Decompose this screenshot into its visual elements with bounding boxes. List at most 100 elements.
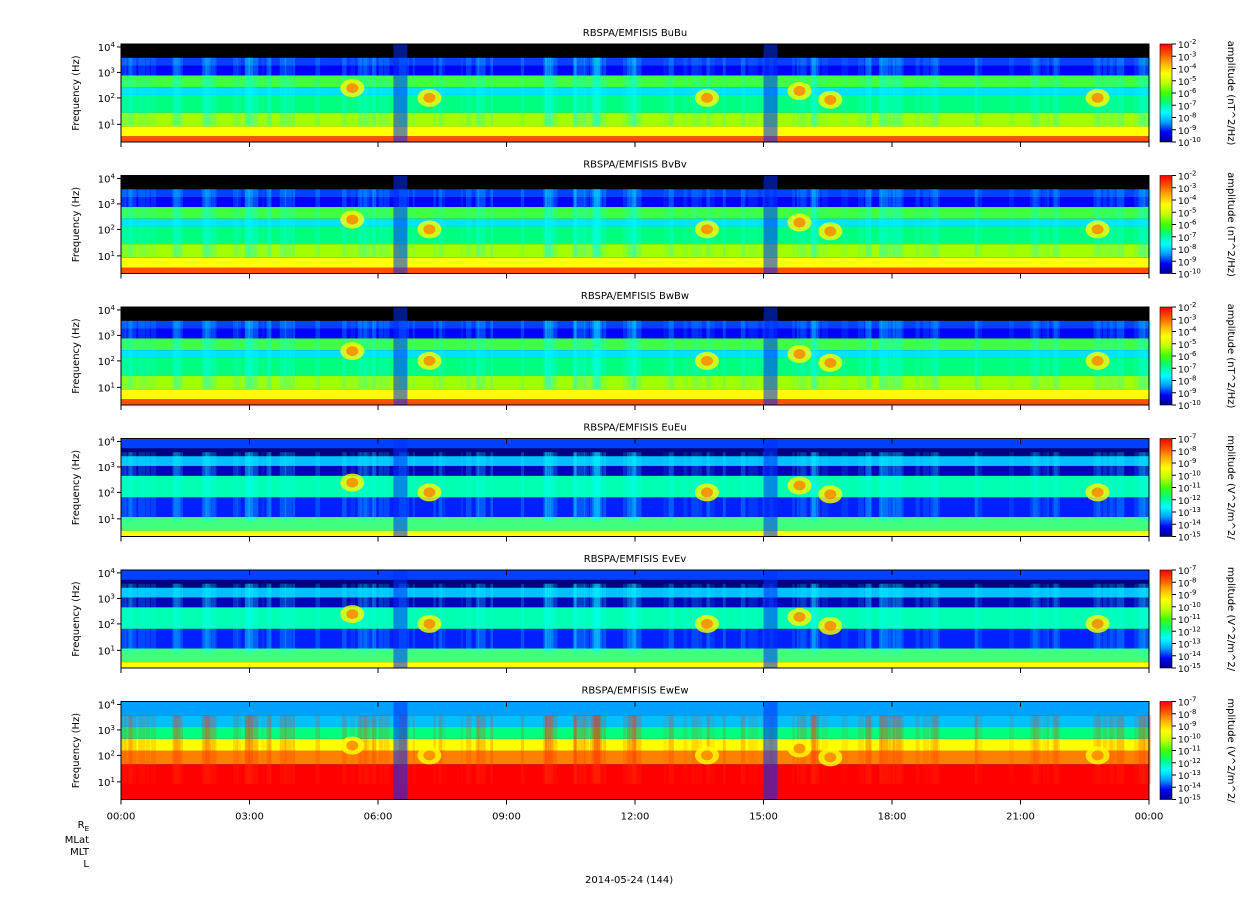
colorbar-label: mplitude (V^2/m^2/ xyxy=(1225,698,1236,803)
colorbar-tick-label: 10-8 xyxy=(1178,112,1196,125)
x-tick-label: 00:00 xyxy=(1135,812,1164,823)
y-tick-label: 101 xyxy=(98,381,115,394)
colorbar-label: mplitude (V^2/m^2/ xyxy=(1225,435,1236,540)
colorbar-tick-label: 10-9 xyxy=(1178,589,1196,602)
colorbar-tick-label: 10-3 xyxy=(1178,182,1196,195)
colorbar-tick-label: 10-12 xyxy=(1178,757,1201,770)
y-tick-label: 101 xyxy=(98,776,115,789)
colorbar-tick-label: 10-7 xyxy=(1178,433,1196,446)
y-tick-label: 102 xyxy=(98,223,115,236)
y-tick-label: 103 xyxy=(98,592,115,605)
colorbar-tick-label: 10-15 xyxy=(1178,531,1201,544)
colorbar-tick-label: 10-12 xyxy=(1178,494,1201,507)
y-tick-label: 101 xyxy=(98,644,115,657)
panel-3: RBSPA/EMFISIS BwBw 101 102 103 104 Frequency … xyxy=(71,291,1236,412)
colorbar-tick-label: 10-13 xyxy=(1178,506,1201,519)
colorbar-tick-label: 10-2 xyxy=(1178,301,1196,314)
y-tick-label: 103 xyxy=(98,724,115,737)
x-tick-label: 12:00 xyxy=(621,812,650,823)
colorbar-tick-label: 10-14 xyxy=(1178,781,1201,794)
colorbar-tick-label: 10-13 xyxy=(1178,638,1201,651)
panel-title: RBSPA/EMFISIS BuBu xyxy=(583,28,687,39)
panel-title: RBSPA/EMFISIS EvEv xyxy=(584,554,687,565)
colorbar-tick-label: 10-11 xyxy=(1178,745,1201,758)
colorbar xyxy=(1159,306,1173,406)
colorbar-tick-label: 10-13 xyxy=(1178,769,1201,782)
y-tick-label: 101 xyxy=(98,250,115,263)
colorbar-tick-label: 10-5 xyxy=(1178,206,1196,219)
colorbar-tick-label: 10-11 xyxy=(1178,482,1201,495)
colorbar-tick-label: 10-10 xyxy=(1178,136,1201,149)
y-tick-label: 103 xyxy=(98,461,115,474)
colorbar-tick-label: 10-9 xyxy=(1178,124,1196,137)
colorbar-tick-label: 10-9 xyxy=(1178,387,1196,400)
colorbar-tick-label: 10-7 xyxy=(1178,696,1196,709)
row-label-mlt: MLT xyxy=(70,847,89,858)
colorbar-tick-label: 10-2 xyxy=(1178,38,1196,51)
y-tick-label: 101 xyxy=(98,513,115,526)
colorbar-tick-label: 10-9 xyxy=(1178,457,1196,470)
colorbar-tick-label: 10-7 xyxy=(1178,231,1196,244)
colorbar-tick-label: 10-8 xyxy=(1178,445,1196,458)
colorbar-label: amplitude (nT^2/Hz) xyxy=(1225,172,1236,277)
colorbar-tick-label: 10-11 xyxy=(1178,613,1201,626)
colorbar-tick-label: 10-3 xyxy=(1178,313,1196,326)
colorbar-tick-label: 10-14 xyxy=(1178,650,1201,663)
colorbar-tick-label: 10-14 xyxy=(1178,518,1201,531)
x-tick-label: 15:00 xyxy=(749,812,778,823)
y-axis-label: Frequency (Hz) xyxy=(71,318,82,394)
x-tick-label: 00:00 xyxy=(107,812,136,823)
row-label-l: L xyxy=(83,859,89,870)
colorbar-tick-label: 10-9 xyxy=(1178,720,1196,733)
y-tick-label: 103 xyxy=(98,66,115,79)
y-tick-label: 102 xyxy=(98,486,115,499)
colorbar-tick-label: 10-4 xyxy=(1178,194,1197,207)
x-tick-label: 06:00 xyxy=(364,812,393,823)
y-tick-label: 102 xyxy=(98,355,115,368)
y-axis-label: Frequency (Hz) xyxy=(71,187,82,263)
y-axis-label: Frequency (Hz) xyxy=(71,581,82,657)
colorbar xyxy=(1159,569,1173,669)
colorbar-tick-label: 10-15 xyxy=(1178,794,1201,807)
x-axis-row-labels: RE MLat MLT L xyxy=(65,820,89,871)
colorbar xyxy=(1159,701,1173,800)
colorbar-tick-label: 10-9 xyxy=(1178,255,1196,268)
colorbar-tick-label: 10-6 xyxy=(1178,87,1197,100)
y-tick-label: 104 xyxy=(98,698,116,711)
colorbar-tick-label: 10-10 xyxy=(1178,601,1201,614)
row-label-re: RE xyxy=(77,820,89,833)
y-tick-label: 104 xyxy=(98,172,116,185)
colorbar-label: mplitude (V^2/m^2/ xyxy=(1225,567,1236,672)
colorbar-tick-label: 10-12 xyxy=(1178,625,1201,638)
colorbar-tick-label: 10-6 xyxy=(1178,350,1197,363)
colorbar xyxy=(1159,43,1173,143)
panel-6: RBSPA/EMFISIS EwEw 101 102 103 104 Frequency … xyxy=(71,686,1236,807)
row-label-mlat: MLat xyxy=(64,835,89,846)
colorbar-tick-label: 10-10 xyxy=(1178,469,1201,482)
x-tick-label: 18:00 xyxy=(878,812,907,823)
colorbar-tick-label: 10-2 xyxy=(1178,170,1196,183)
colorbar-label: amplitude (nT^2/Hz) xyxy=(1225,41,1236,146)
y-tick-label: 104 xyxy=(98,567,116,580)
colorbar-tick-label: 10-7 xyxy=(1178,564,1196,577)
colorbar-tick-label: 10-8 xyxy=(1178,375,1196,388)
colorbar-tick-label: 10-10 xyxy=(1178,399,1201,412)
x-tick-label: 03:00 xyxy=(235,812,264,823)
colorbar-tick-label: 10-10 xyxy=(1178,732,1201,745)
y-axis-label: Frequency (Hz) xyxy=(71,55,82,131)
y-tick-label: 102 xyxy=(98,749,115,762)
colorbar xyxy=(1159,175,1173,274)
panel-1: RBSPA/EMFISIS BuBu 101 102 103 104 Frequency … xyxy=(71,28,1236,149)
colorbar-tick-label: 10-15 xyxy=(1178,662,1201,675)
y-tick-label: 104 xyxy=(98,41,116,54)
colorbar-tick-label: 10-6 xyxy=(1178,219,1197,232)
colorbar-tick-label: 10-5 xyxy=(1178,75,1196,88)
colorbar-tick-label: 10-7 xyxy=(1178,362,1196,375)
panel-4: RBSPA/EMFISIS EuEu 101 102 103 104 Frequency … xyxy=(71,423,1236,544)
y-tick-label: 101 xyxy=(98,118,115,131)
x-tick-label: 21:00 xyxy=(1006,812,1035,823)
y-axis-label: Frequency (Hz) xyxy=(71,713,82,789)
colorbar-label: amplitude (nT^2/Hz) xyxy=(1225,304,1236,409)
x-tick-label: 09:00 xyxy=(492,812,521,823)
